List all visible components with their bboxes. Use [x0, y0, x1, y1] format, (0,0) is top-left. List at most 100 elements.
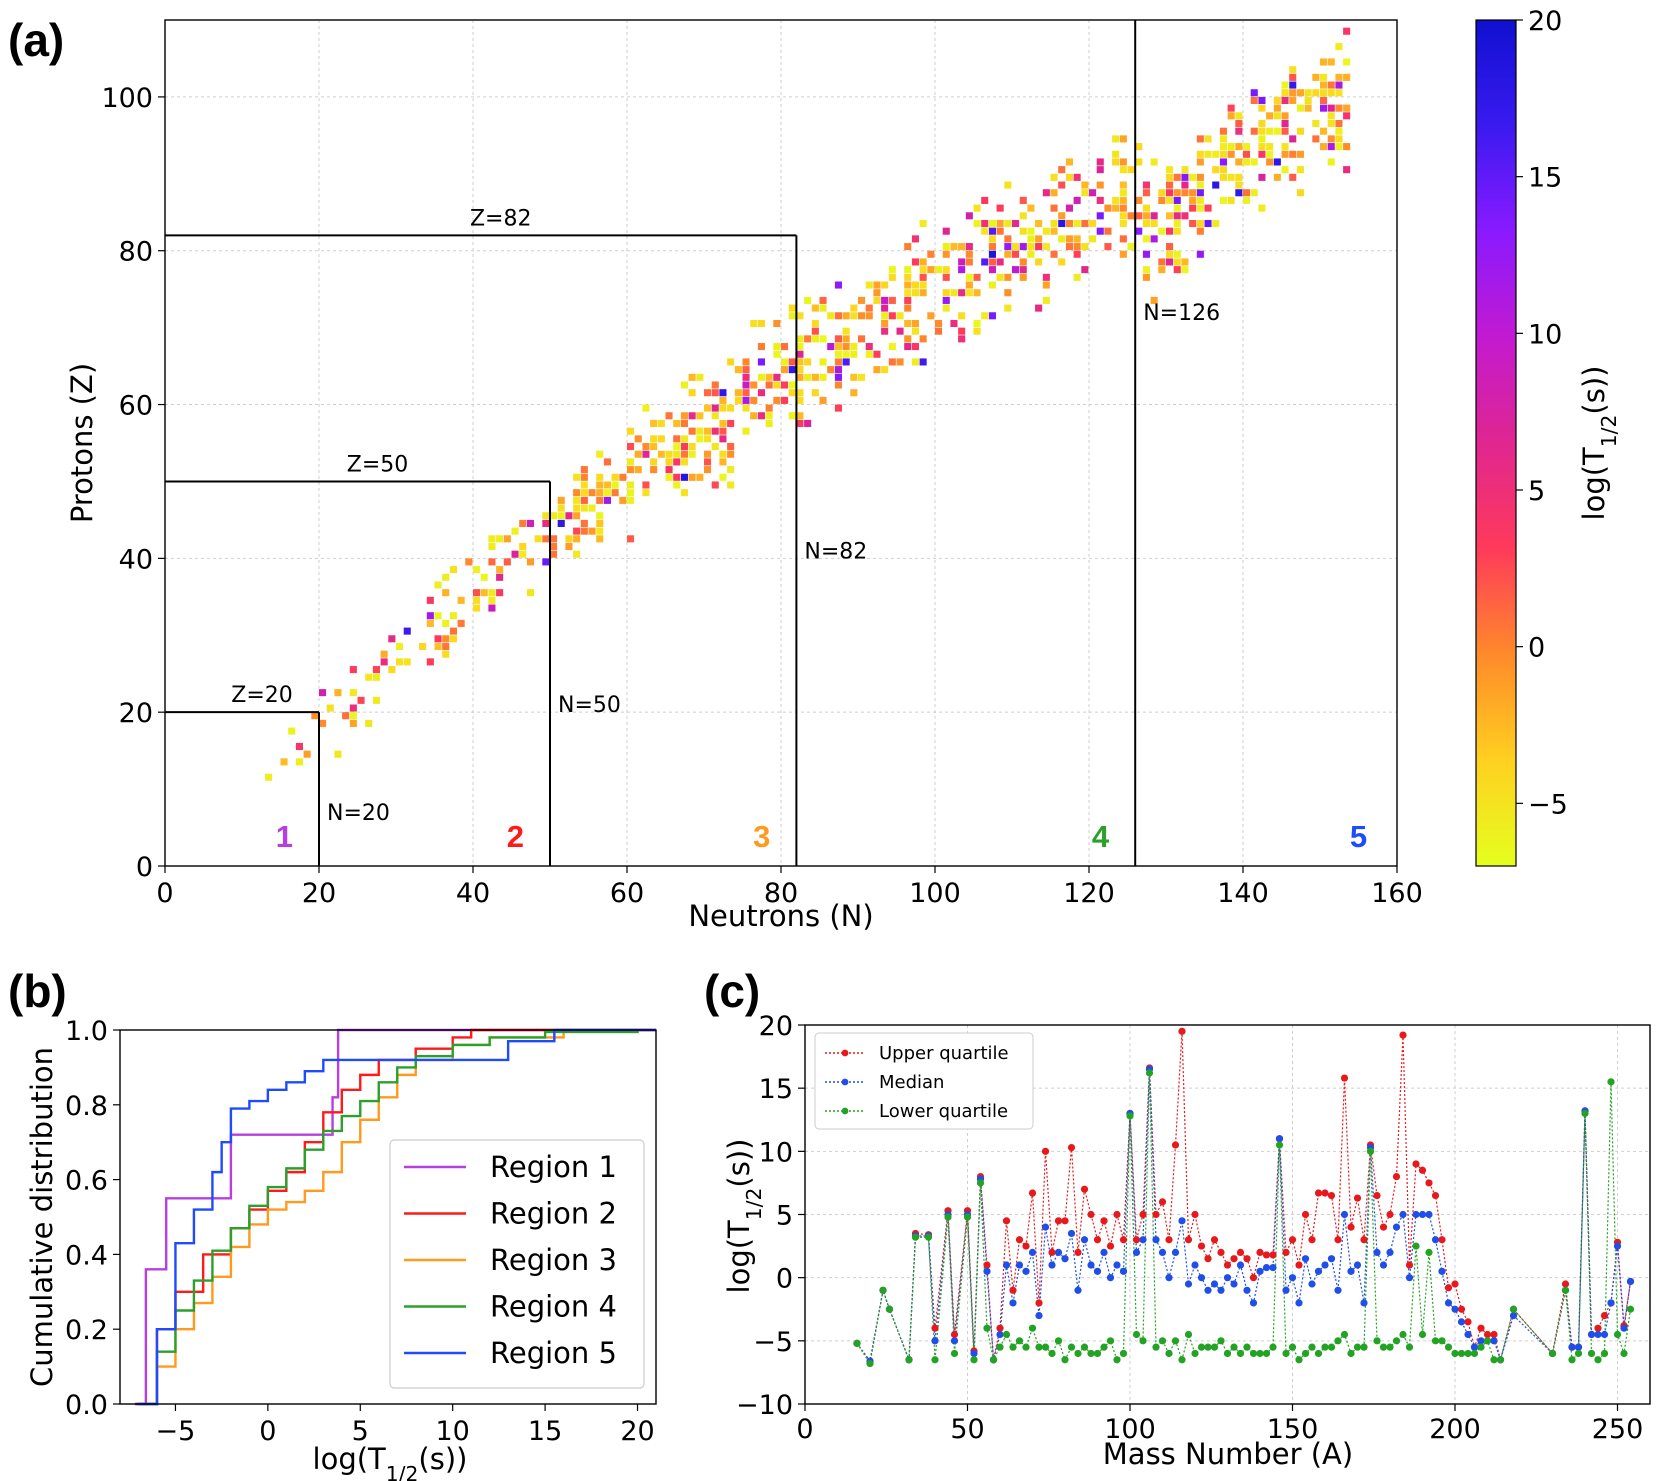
- nuclide-cell: [950, 243, 958, 251]
- nuclide-cell: [1089, 235, 1097, 243]
- nuclide-cell: [1166, 181, 1174, 189]
- nuclide-cell: [442, 642, 450, 651]
- nuclide-cell: [942, 304, 950, 312]
- data-point: [1256, 1349, 1264, 1358]
- nuclide-cell: [1150, 296, 1158, 304]
- nuclide-cell: [295, 758, 303, 766]
- nuclide-cell: [1281, 81, 1289, 89]
- data-point: [1041, 1223, 1050, 1231]
- nuclide-cell: [557, 512, 565, 520]
- nuclide-cell: [1196, 196, 1204, 204]
- nuclide-cell: [534, 535, 542, 543]
- nuclide-cell: [565, 535, 573, 543]
- nuclide-cell: [1173, 266, 1181, 274]
- data-point: [1327, 1343, 1336, 1351]
- nuclide-cell: [804, 335, 812, 343]
- nuclide-cell: [1035, 235, 1043, 243]
- nuclide-cell: [796, 358, 804, 366]
- nuclide-cell: [642, 481, 650, 489]
- nuclide-cell: [1296, 166, 1304, 174]
- nuclide-cell: [842, 312, 850, 320]
- nuclide-cell: [596, 527, 604, 535]
- tick-label: 0: [259, 1416, 276, 1447]
- data-point: [1048, 1349, 1056, 1358]
- chart-c-quartiles: 0 50 100 150 200 250 −10 −5 0 5 10 15 20 Mass Numbe…: [722, 1011, 1651, 1471]
- nuclide-cell: [372, 673, 380, 681]
- nuclide-cell: [1042, 227, 1050, 235]
- nuclide-cell: [881, 327, 889, 335]
- nuclide-cell: [1112, 204, 1120, 212]
- nuclide-cell: [580, 496, 588, 504]
- nuclide-cell: [1112, 150, 1120, 158]
- nuclide-cell: [611, 473, 619, 481]
- nuclide-cell: [488, 542, 496, 551]
- nuclide-cell: [804, 373, 812, 381]
- nuclide-cell: [819, 358, 827, 366]
- nuclide-cell: [627, 481, 635, 489]
- region-number: 2: [507, 819, 524, 854]
- nuclide-cell: [1212, 166, 1220, 174]
- data-point: [1386, 1248, 1394, 1256]
- data-point: [1373, 1191, 1381, 1200]
- data-point: [1425, 1248, 1433, 1256]
- nuclide-cell: [580, 466, 588, 474]
- nuclide-cell: [611, 481, 619, 489]
- nuclide-cell: [796, 396, 804, 404]
- nuclide-cell: [1173, 204, 1181, 212]
- nuclide-cell: [603, 458, 611, 466]
- data-point: [1119, 1349, 1128, 1358]
- nuclide-cell: [1119, 158, 1127, 166]
- chart-c-legend: Upper quartile Median Lower quartile: [814, 1032, 1034, 1130]
- nuclide-cell: [1142, 250, 1150, 258]
- nuclide-cell: [965, 289, 973, 297]
- nuclide-cell: [727, 443, 735, 451]
- nuclide-cell: [796, 312, 804, 320]
- data-point: [1171, 1141, 1180, 1149]
- data-point: [1106, 1242, 1115, 1250]
- data-point: [1210, 1280, 1219, 1288]
- nuclide-cell: [542, 535, 550, 543]
- series-line: [138, 1030, 639, 1406]
- nuclide-cell: [426, 619, 434, 627]
- data-point: [1152, 1236, 1160, 1244]
- data-point: [1574, 1343, 1583, 1351]
- nuclide-cell: [1196, 204, 1204, 212]
- nuclide-cell: [565, 512, 573, 520]
- nuclide-cell: [973, 327, 981, 335]
- tick-label: 120: [1063, 878, 1115, 909]
- data-point: [1418, 1210, 1427, 1219]
- data-point: [950, 1330, 959, 1339]
- nuclide-cell: [1258, 104, 1266, 112]
- data-point: [1392, 1173, 1401, 1181]
- legend-box: [814, 1032, 1034, 1130]
- nuclide-cell: [904, 281, 912, 289]
- nuclide-cell: [1127, 166, 1135, 174]
- data-point: [1412, 1160, 1420, 1168]
- nuclide-cell: [1196, 181, 1204, 189]
- nuclide-cell: [865, 281, 873, 289]
- nuclide-cell: [1273, 96, 1281, 104]
- nuclide-cell: [1112, 158, 1120, 166]
- nuclide-cell: [680, 443, 688, 451]
- data-point: [1158, 1198, 1167, 1206]
- data-point: [1061, 1217, 1069, 1225]
- nuclide-cell: [919, 258, 927, 266]
- nuclide-cell: [1073, 250, 1081, 258]
- nuclide-cell: [442, 619, 450, 627]
- data-point: [1041, 1147, 1050, 1155]
- nuclide-cell: [1065, 204, 1073, 212]
- magic-label: N=126: [1143, 301, 1220, 326]
- nuclide-cell: [858, 296, 866, 304]
- nuclide-cell: [665, 473, 673, 481]
- nuclide-cell: [1281, 166, 1289, 174]
- data-point: [1152, 1343, 1160, 1351]
- nuclide-cell: [788, 381, 796, 389]
- data-point: [931, 1356, 939, 1364]
- nuclide-cell: [796, 350, 804, 358]
- nuclide-cell: [1166, 212, 1174, 220]
- data-point: [1113, 1356, 1121, 1364]
- data-point: [1269, 1263, 1277, 1272]
- data-point: [1282, 1286, 1290, 1294]
- nuclide-cell: [1196, 173, 1204, 181]
- data-point: [1015, 1261, 1024, 1269]
